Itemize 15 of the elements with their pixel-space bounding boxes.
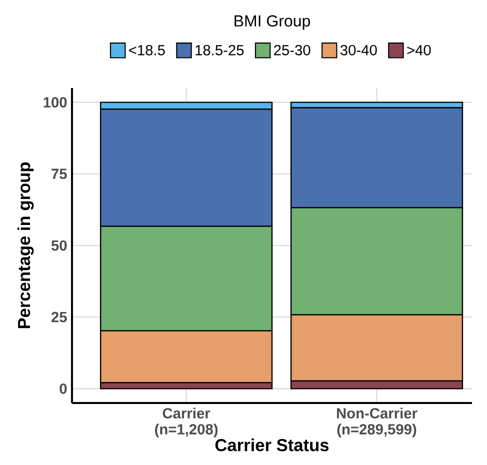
- y-tick-label: 75: [52, 168, 67, 180]
- y-tick-label: 100: [44, 97, 67, 108]
- legend-title: BMI Group: [234, 15, 310, 30]
- legend-label: 25-30: [274, 44, 310, 56]
- y-tick-label: 50: [51, 240, 67, 251]
- legend-label: <18.5: [129, 44, 165, 56]
- x-tick-label: Non-Carrier (n=289,599): [336, 408, 418, 438]
- y-tick-label: 0: [60, 383, 67, 394]
- legend-label: 30-40: [340, 44, 377, 56]
- x-axis-title: Carrier Status: [215, 438, 329, 452]
- legend-label: 18.5-25: [196, 44, 244, 56]
- legend-label: >40: [407, 44, 431, 56]
- x-tick-label: Carrier (n=1,208): [155, 408, 218, 438]
- y-tick-label: 25: [51, 312, 67, 322]
- y-axis-title: Percentage in group: [17, 162, 34, 328]
